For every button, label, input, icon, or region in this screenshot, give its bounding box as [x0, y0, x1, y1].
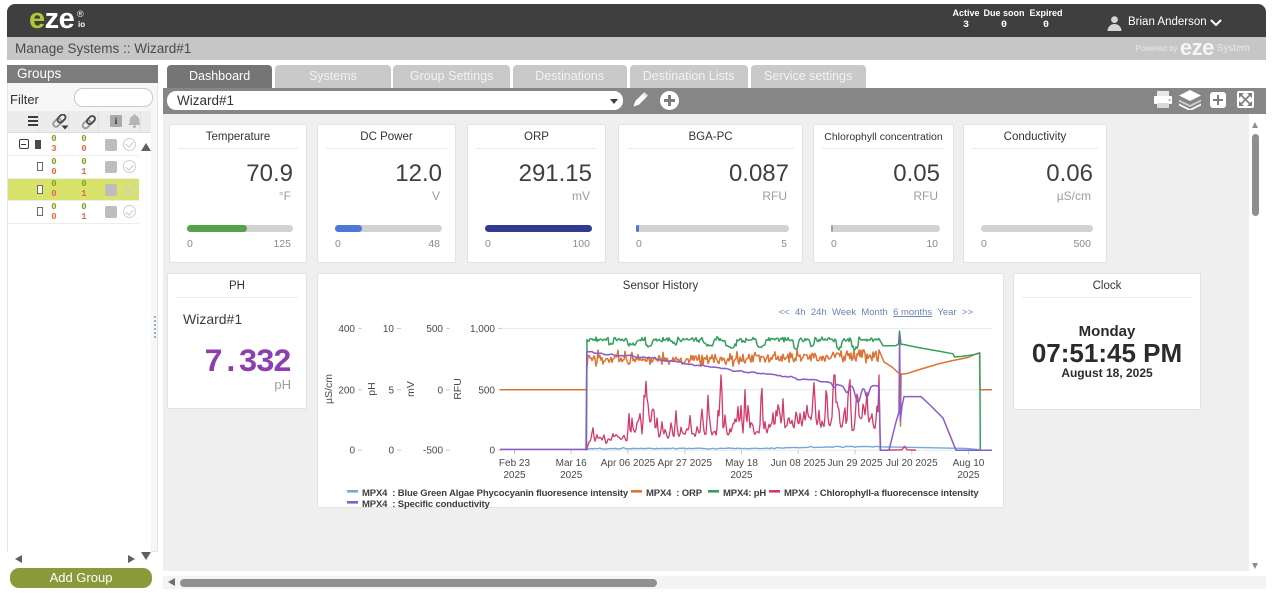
svg-text:0: 0 — [349, 446, 355, 457]
svg-text:0: 0 — [489, 446, 495, 457]
svg-text:2025: 2025 — [957, 470, 980, 481]
svg-text:0: 0 — [388, 446, 394, 457]
svg-text:MPX4 : Blue Green Algae Phyco: MPX4 : Blue Green Algae Phycocyanin fluo… — [362, 488, 629, 499]
svg-text:Aug 10: Aug 10 — [953, 458, 985, 469]
svg-text:Jun 29 2025: Jun 29 2025 — [827, 458, 882, 469]
svg-text:Jun 08 2025: Jun 08 2025 — [771, 458, 826, 469]
svg-text:400: 400 — [338, 324, 355, 335]
svg-text:µS/cm: µS/cm — [323, 374, 335, 404]
svg-text:<< 4h 24h Week Month 6 mo: << 4h 24h Week Month 6 months Year >> — [779, 307, 974, 318]
svg-text:Jul 20 2025: Jul 20 2025 — [886, 458, 938, 469]
svg-text:1,000: 1,000 — [470, 324, 495, 335]
svg-text:5: 5 — [388, 385, 394, 396]
svg-text:May 18: May 18 — [725, 458, 758, 469]
svg-text:500: 500 — [426, 324, 443, 335]
svg-text:pH: pH — [366, 382, 378, 395]
svg-text:MPX4: pH: MPX4: pH — [723, 488, 766, 499]
svg-text:2025: 2025 — [560, 470, 583, 481]
svg-text:2025: 2025 — [730, 470, 753, 481]
svg-text:mV: mV — [405, 381, 417, 397]
svg-text:RFU: RFU — [452, 378, 464, 400]
svg-text:200: 200 — [338, 385, 355, 396]
svg-text:Apr 27 2025: Apr 27 2025 — [658, 458, 713, 469]
svg-text:-500: -500 — [423, 446, 443, 457]
svg-text:Mar 16: Mar 16 — [556, 458, 588, 469]
svg-text:Feb 23: Feb 23 — [499, 458, 531, 469]
svg-text:MPX4 : ORP: MPX4 : ORP — [646, 488, 703, 499]
svg-text:Apr 06 2025: Apr 06 2025 — [601, 458, 656, 469]
svg-text:MPX4 : Chlorophyll-a fluorece: MPX4 : Chlorophyll-a fluorecensce intens… — [784, 488, 979, 499]
svg-text:10: 10 — [383, 324, 395, 335]
svg-text:MPX4 : Specific conductivity: MPX4 : Specific conductivity — [362, 499, 490, 509]
svg-text:500: 500 — [478, 385, 495, 396]
svg-text:0: 0 — [437, 385, 443, 396]
svg-text:2025: 2025 — [503, 470, 526, 481]
